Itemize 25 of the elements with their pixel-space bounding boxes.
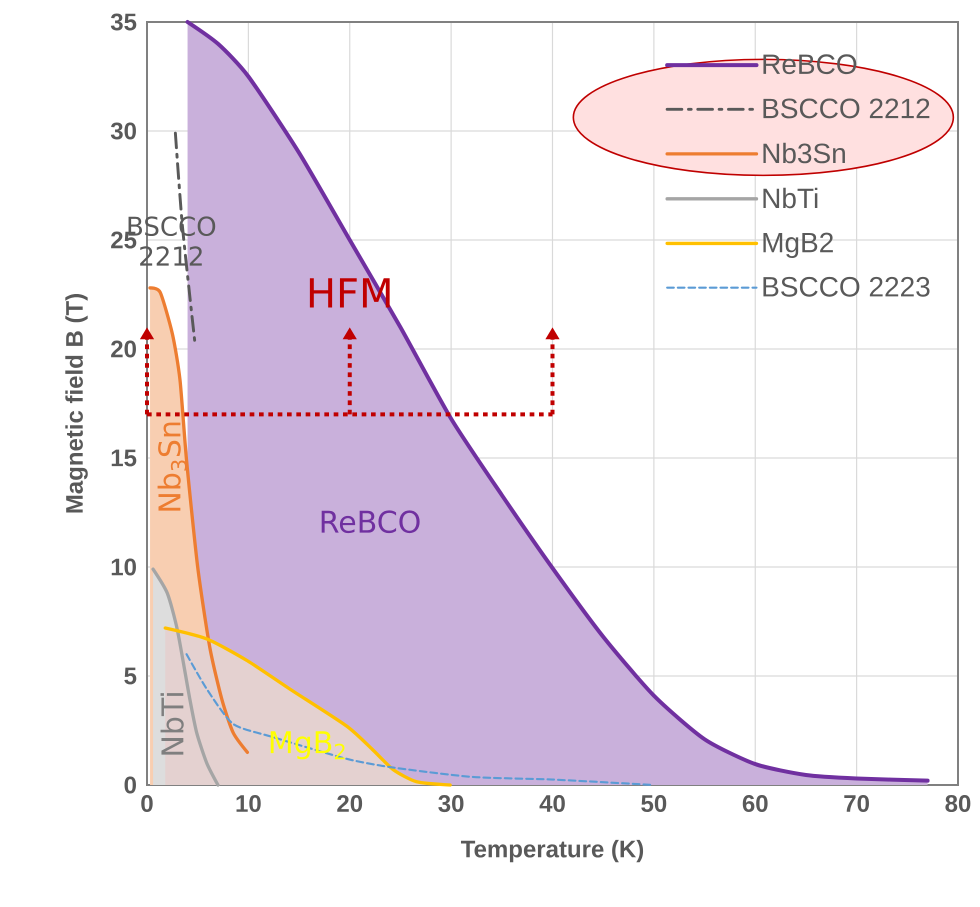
x-tick-label: 20 xyxy=(337,795,362,812)
y-tick-label: 15 xyxy=(112,450,136,466)
x-tick-label: 50 xyxy=(641,795,666,812)
y-tick-label: 5 xyxy=(124,668,136,684)
x-tick-label: 30 xyxy=(438,795,464,812)
legend-label: NbTi xyxy=(763,188,818,208)
x-tick-label: 80 xyxy=(945,795,970,812)
annotation: NbTi xyxy=(160,693,184,755)
legend-label: BSCCO 2212 xyxy=(763,98,930,118)
legend-label: Nb3Sn xyxy=(763,142,845,164)
x-tick-label: 0 xyxy=(141,795,153,812)
y-tick-label: 10 xyxy=(112,558,136,576)
x-tick-label: 10 xyxy=(236,795,261,812)
y-tick-label: 20 xyxy=(111,340,136,358)
y-tick-label: 0 xyxy=(124,776,136,794)
y-tick-label: 35 xyxy=(110,13,136,31)
x-tick-label: 70 xyxy=(844,795,869,812)
legend-label: BSCCO 2223 xyxy=(763,276,930,297)
annotation: ReBCO xyxy=(322,510,420,534)
legend-label: MgB2 xyxy=(763,232,833,258)
x-tick-label: 60 xyxy=(742,795,768,812)
x-tick-label: 40 xyxy=(540,795,565,812)
y-tick-label: 30 xyxy=(110,122,136,140)
x-axis-title: Temperature (K) xyxy=(460,840,644,862)
y-axis-title: Magnetic field B (T) xyxy=(65,294,88,513)
